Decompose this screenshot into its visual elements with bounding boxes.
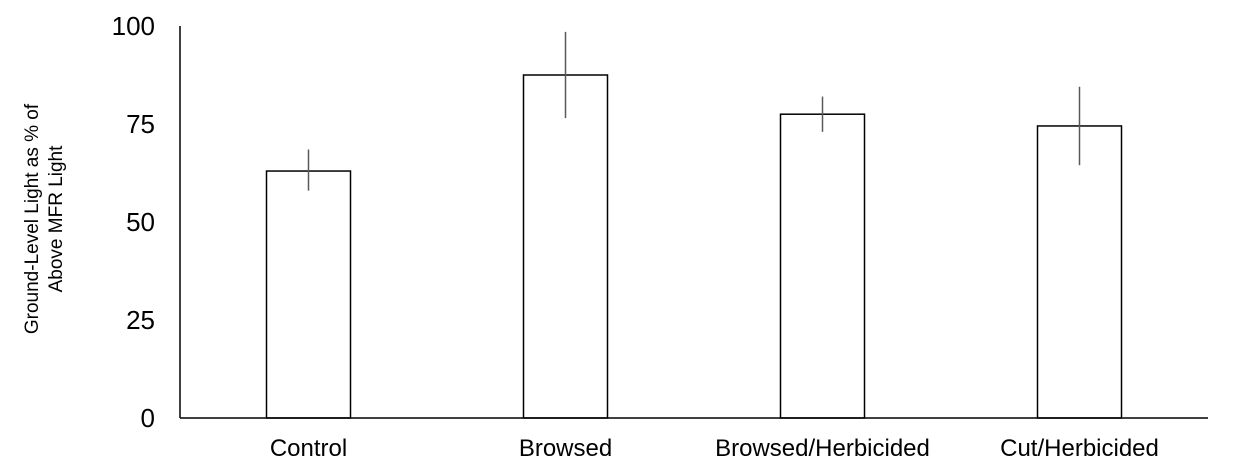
y-axis-label-line-1: Ground-Level Light as % of — [22, 103, 43, 334]
bar — [779, 113, 866, 419]
y-tick-label: 100 — [112, 11, 155, 41]
x-tick-label: Browsed/Herbicided — [715, 435, 930, 462]
y-tick-label: 75 — [126, 109, 155, 139]
x-tick-label: Cut/Herbicided — [1000, 435, 1159, 462]
bar — [522, 74, 609, 419]
y-tick-label: 50 — [126, 207, 155, 237]
bar — [1036, 125, 1123, 419]
y-tick-label: 0 — [141, 403, 155, 433]
bar — [265, 170, 352, 419]
x-tick-label: Control — [270, 435, 347, 462]
y-axis-label-line-2: Above MFR Light — [46, 145, 67, 293]
bars — [265, 74, 1123, 419]
y-tick-label: 25 — [126, 305, 155, 335]
x-tick-label: Browsed — [519, 435, 612, 462]
y-axis-ticks: 0 25 50 75 100 — [112, 11, 155, 433]
x-axis-categories: Control Browsed Browsed/Herbicided Cut/Herb… — [270, 435, 1159, 462]
error-bars — [307, 31, 1081, 191]
